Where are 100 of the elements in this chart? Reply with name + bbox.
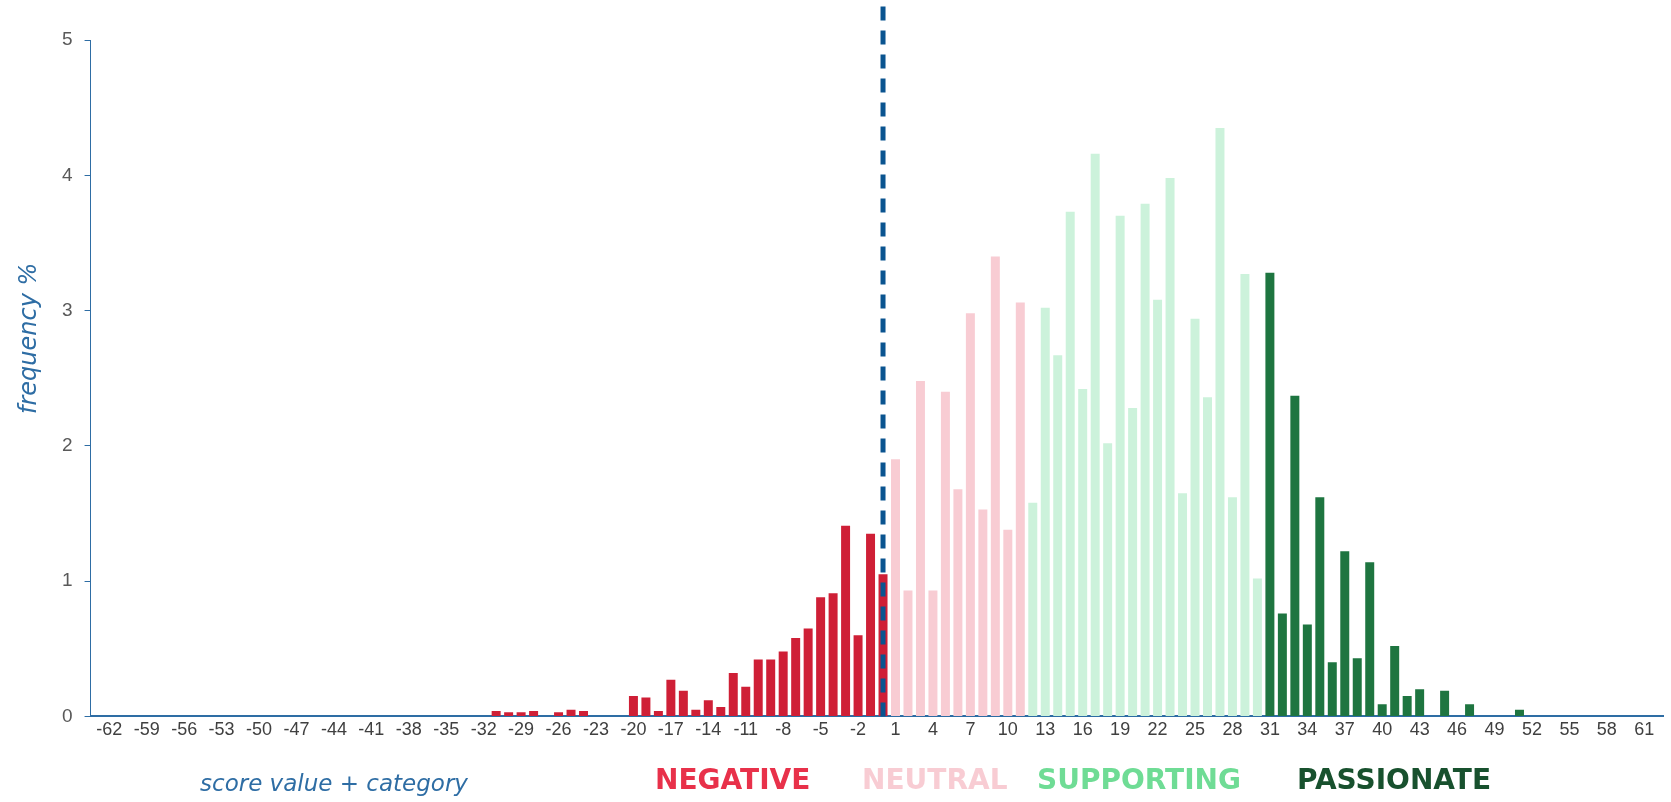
- x-tick-label: 40: [1372, 719, 1393, 740]
- y-tick-label: 2: [61, 434, 73, 456]
- bar: [678, 690, 688, 716]
- bar: [1252, 578, 1262, 716]
- bar: [628, 696, 638, 716]
- x-tick-label: -14: [695, 719, 722, 740]
- x-tick-label: -8: [775, 719, 792, 740]
- bar: [816, 597, 826, 716]
- x-tick-label: 52: [1521, 719, 1542, 740]
- bar: [504, 712, 514, 716]
- x-tick-label: 61: [1634, 719, 1655, 740]
- x-tick-label: 34: [1297, 719, 1318, 740]
- bar: [666, 679, 676, 716]
- x-tick-label: 1: [890, 719, 901, 740]
- bar: [1165, 177, 1175, 716]
- bar: [1377, 704, 1387, 716]
- x-tick-label: -35: [433, 719, 460, 740]
- bar: [1090, 153, 1100, 716]
- bar: [516, 712, 526, 716]
- bar: [866, 533, 876, 716]
- x-tick-label: 16: [1072, 719, 1093, 740]
- x-tick-label: -20: [620, 719, 647, 740]
- bar: [1514, 709, 1524, 716]
- x-tick-label: -11: [733, 719, 759, 740]
- bar: [529, 710, 539, 716]
- x-tick-label: 19: [1110, 719, 1131, 740]
- x-tick-label: -2: [850, 719, 867, 740]
- y-axis-title: frequency %: [14, 262, 42, 414]
- bar: [1290, 395, 1300, 716]
- bar: [1227, 497, 1237, 716]
- x-tick-label: -29: [508, 719, 535, 740]
- bar: [1390, 646, 1400, 716]
- bar: [766, 659, 776, 716]
- bar: [1190, 318, 1200, 716]
- bar: [691, 709, 701, 716]
- x-tick-label: -23: [582, 719, 609, 740]
- bar: [990, 256, 1000, 716]
- bar: [1415, 689, 1425, 716]
- bar: [1265, 272, 1275, 716]
- x-tick-label: -32: [470, 719, 497, 740]
- y-tick-label: 4: [61, 163, 73, 185]
- bar: [1402, 696, 1412, 716]
- bar: [1352, 658, 1362, 716]
- bar: [1015, 302, 1025, 716]
- bar: [491, 710, 501, 716]
- x-tick-label: -5: [812, 719, 829, 740]
- x-tick-label: -26: [545, 719, 572, 740]
- x-tick-label: 46: [1447, 719, 1468, 740]
- bar: [703, 700, 713, 716]
- x-tick-label: 10: [997, 719, 1018, 740]
- y-tick-label: 0: [61, 704, 73, 726]
- bar: [554, 712, 564, 716]
- bar: [1040, 307, 1050, 716]
- bar: [1053, 355, 1063, 716]
- bar: [1315, 497, 1325, 716]
- x-tick-label: -59: [133, 719, 160, 740]
- x-tick-label: 43: [1409, 719, 1430, 740]
- y-tick-label: 1: [61, 569, 73, 591]
- bar: [1277, 613, 1287, 716]
- x-tick-label: 4: [927, 719, 938, 740]
- x-tick-label: -17: [657, 719, 684, 740]
- bar: [928, 590, 938, 716]
- x-tick-label: 25: [1185, 719, 1206, 740]
- x-tick-label: 37: [1334, 719, 1355, 740]
- bar: [1065, 211, 1075, 716]
- y-tick-label: 5: [61, 28, 73, 50]
- x-tick-label: -62: [96, 719, 123, 740]
- bar: [1153, 299, 1163, 716]
- bar: [716, 706, 726, 716]
- bar: [1003, 529, 1013, 716]
- bar: [953, 489, 963, 716]
- x-tick-label: -50: [246, 719, 273, 740]
- bar: [803, 628, 813, 716]
- bar: [940, 391, 950, 716]
- bar: [1302, 624, 1312, 716]
- bar: [1128, 407, 1138, 716]
- y-tick-label: 3: [61, 298, 73, 320]
- x-tick-label: -38: [395, 719, 422, 740]
- bar: [841, 525, 851, 716]
- x-tick-label: -41: [358, 719, 385, 740]
- bar: [1327, 662, 1337, 716]
- bar: [1340, 551, 1350, 716]
- bar: [653, 710, 663, 716]
- x-tick-label: 22: [1147, 719, 1168, 740]
- bar: [579, 710, 589, 716]
- bar: [1028, 502, 1038, 716]
- bar: [728, 673, 738, 716]
- x-tick-label: 55: [1559, 719, 1580, 740]
- bar: [741, 686, 751, 716]
- bar: [915, 380, 925, 716]
- x-tick-label: -53: [208, 719, 235, 740]
- x-tick-label: 28: [1222, 719, 1243, 740]
- x-tick-label: 49: [1484, 719, 1505, 740]
- bar: [1140, 203, 1150, 716]
- bar: [1240, 274, 1250, 716]
- text: SUPPORTING: [1037, 763, 1241, 796]
- bar: [1365, 562, 1375, 716]
- bar: [1465, 704, 1475, 716]
- bar: [753, 659, 763, 716]
- bar: [1115, 215, 1125, 716]
